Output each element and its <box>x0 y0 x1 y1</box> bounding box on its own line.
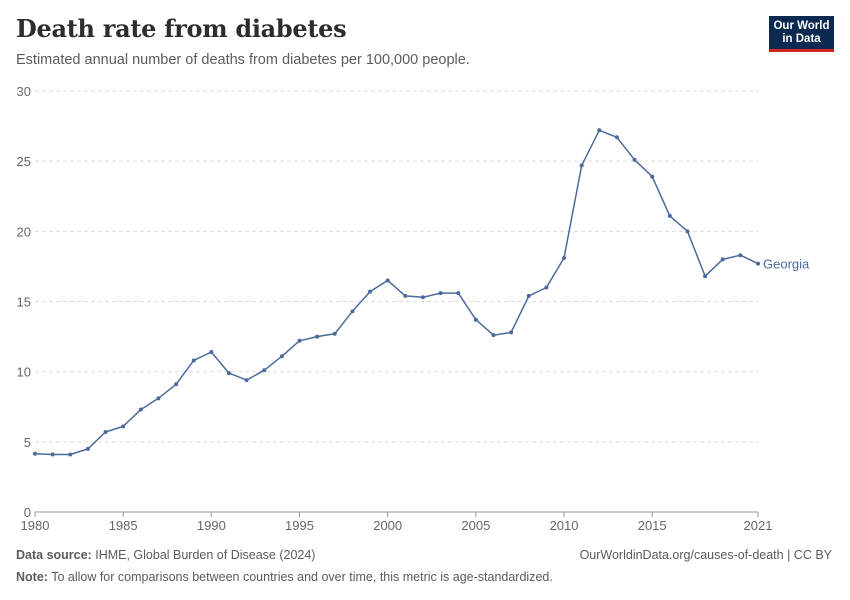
data-point <box>632 157 637 162</box>
data-point <box>438 291 443 296</box>
data-point <box>614 135 619 140</box>
data-point <box>685 229 690 234</box>
series-line-georgia <box>34 129 759 456</box>
data-point <box>138 407 143 412</box>
data-point <box>579 163 584 168</box>
data-point <box>597 128 602 133</box>
note-label: Note: <box>16 570 48 584</box>
data-point <box>350 309 355 314</box>
data-point <box>509 330 514 335</box>
data-point <box>279 354 284 359</box>
note-text: To allow for comparisons between countri… <box>51 570 553 584</box>
data-point <box>191 358 196 363</box>
x-tick-label: 2010 <box>550 518 579 533</box>
logo-line-1: Our World <box>773 20 830 32</box>
x-tick-label: 2000 <box>373 518 402 533</box>
chart-note: Note: To allow for comparisons between c… <box>16 570 553 584</box>
y-tick-label: 25 <box>17 154 31 169</box>
x-tick-label: 1995 <box>285 518 314 533</box>
data-point <box>738 253 743 258</box>
data-point <box>456 291 461 296</box>
data-point <box>544 285 549 290</box>
data-point <box>473 317 478 322</box>
data-point <box>403 293 408 298</box>
owid-logo[interactable]: Our World in Data <box>769 16 834 52</box>
data-point <box>33 451 37 456</box>
data-source-text[interactable]: IHME, Global Burden of Disease (2024) <box>95 548 316 562</box>
y-tick-label: 15 <box>17 295 31 310</box>
y-tick-label: 20 <box>17 224 31 239</box>
line-chart: 0 5 10 15 20 25 30 1980 1985 1990 1995 2000 2005 2010… <box>17 84 810 533</box>
data-point <box>209 350 214 355</box>
series-label: Georgia <box>763 257 810 272</box>
data-point <box>385 278 390 283</box>
data-point <box>667 213 672 218</box>
data-point <box>526 293 531 298</box>
data-point <box>262 368 267 373</box>
y-tick-label: 10 <box>17 365 31 380</box>
y-tick-label: 5 <box>24 435 31 450</box>
data-point <box>756 261 760 266</box>
data-point <box>368 289 373 294</box>
logo-line-2: in Data <box>782 33 821 45</box>
data-source: Data source: IHME, Global Burden of Dise… <box>16 548 315 562</box>
data-point <box>50 452 55 457</box>
x-tick-label: 2021 <box>744 518 773 533</box>
x-tick-label: 1980 <box>21 518 50 533</box>
data-point <box>297 338 302 343</box>
data-point <box>103 430 108 435</box>
data-point <box>244 378 249 383</box>
data-point <box>121 424 126 429</box>
data-point <box>703 274 708 279</box>
source-url-link[interactable]: OurWorldinData.org/causes-of-death | CC … <box>579 548 832 562</box>
data-point <box>332 331 337 336</box>
x-tick-label: 1990 <box>197 518 226 533</box>
data-point <box>156 396 161 401</box>
chart-title: Death rate from diabetes <box>16 14 347 43</box>
y-tick-label: 0 <box>24 505 31 520</box>
data-point <box>650 174 655 179</box>
x-tick-label: 2005 <box>461 518 490 533</box>
data-point <box>491 333 496 338</box>
data-point <box>562 255 567 260</box>
data-point <box>85 446 90 451</box>
data-point <box>720 257 725 262</box>
x-tick-label: 1985 <box>109 518 138 533</box>
data-point <box>174 382 179 387</box>
data-point <box>420 295 425 300</box>
data-source-label: Data source: <box>16 548 92 562</box>
chart-subtitle: Estimated annual number of deaths from d… <box>16 52 470 68</box>
y-tick-label: 30 <box>17 84 31 99</box>
x-tick-label: 2015 <box>638 518 667 533</box>
data-point <box>226 371 231 376</box>
data-point <box>315 334 320 339</box>
data-point <box>68 452 73 457</box>
